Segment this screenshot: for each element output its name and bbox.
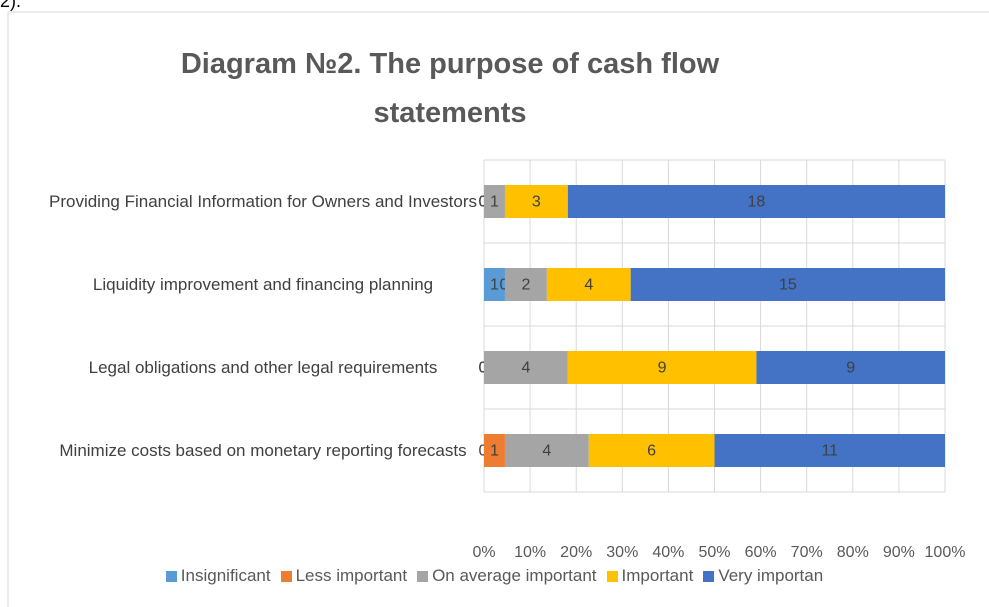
data-label: 11 — [821, 443, 838, 460]
x-tick-label: 100% — [925, 544, 966, 561]
bar-segment — [484, 351, 568, 384]
legend: Insignificant Less important On average im… — [0, 566, 989, 586]
legend-label: Insignificant — [180, 566, 271, 585]
bar-segment — [504, 185, 568, 218]
data-label: 0 — [479, 360, 488, 377]
category-label: Minimize costs based on monetary reporti… — [59, 440, 467, 460]
data-label: 0 — [479, 194, 488, 211]
legend-item: Very importan — [703, 566, 823, 586]
bar-segment — [567, 351, 757, 384]
data-label: 4 — [542, 443, 551, 460]
bar-segment — [756, 351, 945, 384]
x-tick-label: 10% — [514, 544, 546, 561]
data-label: 1 — [490, 443, 499, 460]
data-label: 4 — [584, 277, 593, 294]
legend-swatch — [165, 570, 177, 582]
data-label: 15 — [779, 277, 797, 294]
data-label: 18 — [748, 194, 766, 211]
x-tick-label: 30% — [606, 544, 638, 561]
bar-segment — [504, 434, 589, 467]
data-label: 0 — [500, 277, 509, 294]
legend-swatch — [280, 570, 292, 582]
data-label: 0 — [479, 194, 488, 211]
category-label: Liquidity improvement and financing plan… — [92, 274, 434, 294]
data-label: 4 — [521, 360, 530, 377]
x-tick-label: 80% — [837, 544, 869, 561]
bar-segment — [714, 434, 945, 467]
x-tick-label: 70% — [791, 544, 823, 561]
data-label: 1 — [490, 194, 499, 211]
x-tick-label: 20% — [560, 544, 592, 561]
bar-segment — [504, 268, 547, 301]
data-label: 1 — [490, 277, 499, 294]
legend-item: On average important — [417, 566, 597, 586]
page-note: 2). — [0, 0, 21, 11]
x-tick-label: 50% — [698, 544, 730, 561]
chart-border — [7, 11, 989, 607]
legend-swatch — [606, 570, 618, 582]
legend-label: On average important — [432, 566, 597, 585]
legend-label: Less important — [295, 566, 408, 585]
data-label: 2 — [521, 277, 530, 294]
data-label: 0 — [479, 360, 488, 377]
chart-title: Diagram №2. The purpose of cash flow sta… — [180, 48, 720, 129]
x-tick-label: 40% — [652, 544, 684, 561]
x-tick-label: 90% — [883, 544, 915, 561]
bar-segment — [484, 185, 505, 218]
legend-swatch — [417, 570, 429, 582]
data-label: 6 — [647, 443, 656, 460]
category-label: Legal obligations and other legal requir… — [88, 357, 438, 377]
bar-segment — [546, 268, 631, 301]
data-label: 9 — [846, 360, 855, 377]
x-tick-label: 60% — [745, 544, 777, 561]
data-label: 3 — [532, 194, 541, 211]
bar-segment — [484, 268, 505, 301]
category-label: Providing Financial Information for Owne… — [48, 191, 478, 211]
legend-item: Important — [606, 566, 694, 586]
legend-label: Very importan — [718, 566, 824, 585]
bar-segment — [567, 185, 945, 218]
bar-segment — [630, 268, 945, 301]
legend-label: Important — [621, 566, 694, 585]
x-tick-label: 0% — [472, 544, 495, 561]
bar-segment — [484, 434, 505, 467]
legend-swatch — [703, 570, 715, 582]
legend-item: Less important — [280, 566, 408, 586]
bar-segment — [588, 434, 715, 467]
legend-item: Insignificant — [165, 566, 271, 586]
data-label: 0 — [479, 443, 488, 460]
data-label: 9 — [658, 360, 667, 377]
